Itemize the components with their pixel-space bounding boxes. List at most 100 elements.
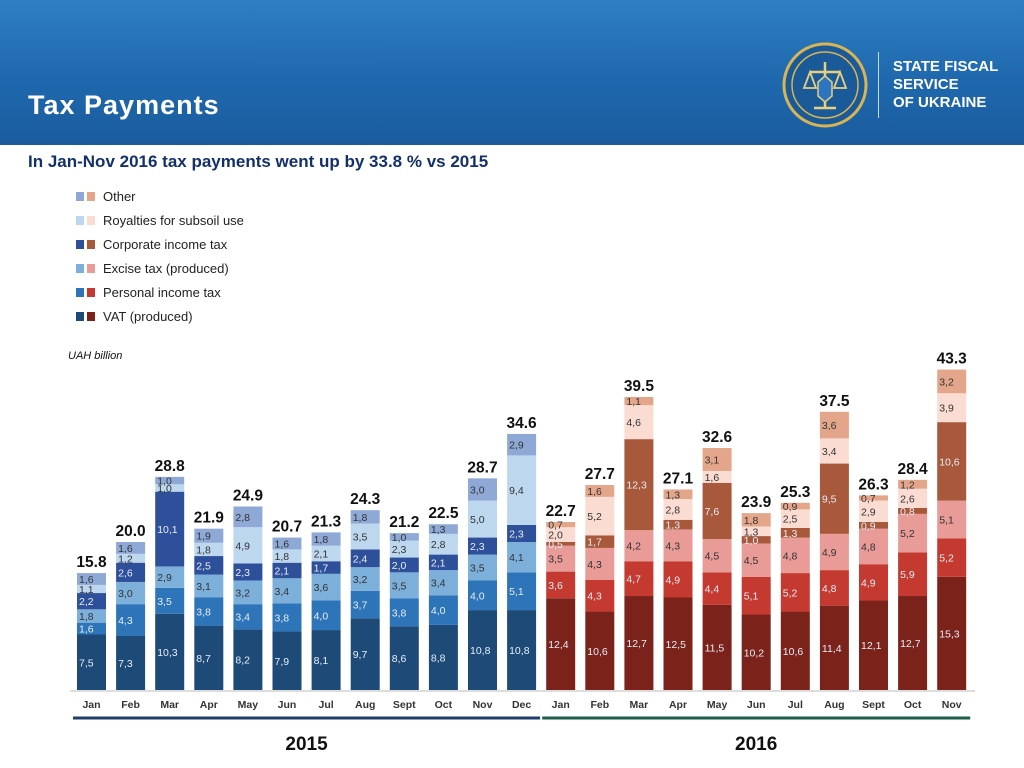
segment-value-label: 3,2 [939,376,954,388]
month-tick-label: Sept [393,699,416,711]
bar-segment [663,519,693,530]
bar-segment [819,438,849,464]
segment-value-label: 10,8 [509,645,530,657]
bar-segment [507,524,537,542]
segment-value-label: 2,0 [392,560,407,572]
bar-segment [311,545,341,562]
bar-total-label: 34.6 [507,415,538,432]
bar-segment [468,537,497,555]
bar-segment [859,495,888,501]
segment-value-label: 1,6 [79,574,94,586]
bar-segment [194,574,224,598]
legend-swatch-2016 [87,288,95,297]
bar-segment [116,635,146,690]
bar-total-label: 25.3 [780,484,811,501]
bar-segment [741,543,771,577]
segment-value-label: 3,4 [275,586,290,598]
bar-segment [233,563,263,581]
bar-segment [77,593,106,610]
segment-value-label: 5,1 [939,514,954,526]
month-tick-label: Aug [824,699,844,711]
segment-value-label: 1,6 [79,624,94,636]
segment-value-label: 2,5 [196,560,211,572]
segment-value-label: 4,1 [509,552,524,564]
header-banner: Tax Payments STATE FISCAL SERVICE OF UKR… [0,0,1024,145]
state-fiscal-service-emblem-icon [782,42,868,128]
segment-value-label: 4,0 [470,590,485,602]
segment-value-label: 8,1 [314,655,329,667]
segment-value-label: 1,7 [314,563,329,575]
segment-value-label: 2,1 [431,557,446,569]
bar-segment [780,537,810,574]
bar-segment [389,626,419,690]
segment-value-label: 4,3 [666,540,681,552]
month-tick-label: Sept [862,699,885,711]
segment-value-label: 4,5 [744,555,759,567]
segment-value-label: 3,0 [470,484,485,496]
bar-segment [937,422,967,501]
segment-value-label: 3,4 [822,446,837,458]
segment-value-label: 8,8 [431,652,446,664]
segment-value-label: 2,8 [431,539,446,551]
bar-segment [272,562,302,579]
segment-value-label: 2,0 [548,530,563,542]
bar-segment [585,535,615,548]
bar-segment [272,578,302,604]
bar-segment [859,500,888,523]
bar-segment [702,482,732,540]
segment-value-label: 2,3 [509,528,524,540]
bar-segment [350,618,380,690]
bar-segment [311,630,341,690]
segment-value-label: 2,9 [509,440,524,452]
bar-segment [624,439,654,531]
bar-segment [859,600,888,690]
segment-value-label: 8,7 [196,653,211,665]
bar-segment [155,613,185,690]
bar-segment [311,561,341,574]
bar-segment [155,476,185,485]
segment-value-label: 5,1 [744,591,759,603]
bar-segment [233,629,263,690]
bar-segment [819,605,849,690]
legend-swatch-2015 [76,240,84,249]
segment-value-label: 4,6 [626,417,641,429]
segment-value-label: 2,6 [118,567,133,579]
segment-value-label: 10,6 [783,646,804,658]
bar-segment [233,604,263,630]
bar-segment [428,524,458,534]
segment-value-label: 0,9 [783,501,798,513]
segment-value-label: 1,1 [626,396,641,408]
segment-value-label: 1,0 [157,476,172,488]
bar-total-label: 28.7 [467,459,497,476]
bar-segment [428,624,458,690]
segment-value-label: 4,7 [626,574,641,586]
segment-value-label: 4,3 [587,591,602,603]
segment-value-label: 4,9 [822,547,837,559]
bar-segment [468,554,497,581]
segment-value-label: 1,8 [275,551,290,563]
legend-swatch-2015 [76,312,84,321]
segment-value-label: 1,6 [275,538,290,550]
bar-segment [702,470,732,483]
bar-segment [819,463,849,534]
month-tick-label: Jan [82,699,100,711]
segment-value-label: 1,8 [353,512,368,524]
segment-value-label: 4,2 [626,541,641,553]
bar-segment [468,580,497,611]
segment-value-label: 5,0 [470,514,485,526]
bar-total-label: 28.4 [898,461,929,478]
segment-value-label: 15,3 [939,628,960,640]
bar-segment [585,547,615,580]
bar-segment [194,625,224,690]
segment-value-label: 4,0 [314,610,329,622]
bar-segment [741,536,771,544]
bar-segment [350,567,380,591]
segment-value-label: 10,8 [470,645,491,657]
bar-total-label: 22.5 [428,505,459,522]
segment-value-label: 1,0 [744,535,759,547]
bar-segment [77,622,106,635]
bar-segment [507,542,537,573]
bar-segment [468,500,497,538]
segment-value-label: 8,6 [392,653,407,665]
